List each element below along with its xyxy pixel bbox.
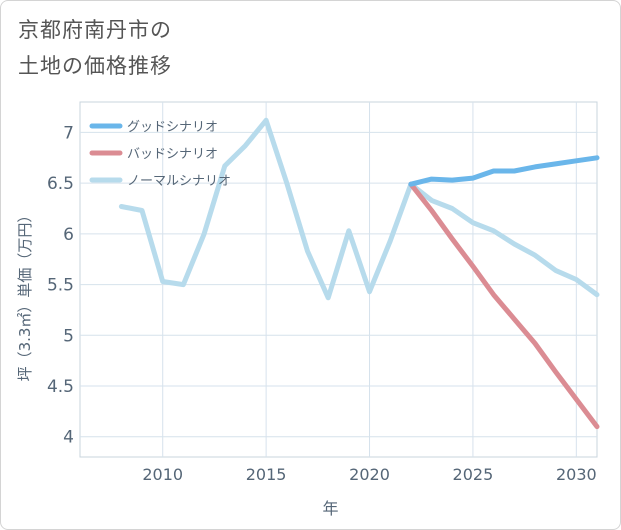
legend-label-1: バッドシナリオ: [127, 147, 218, 162]
x-tick-label: 2020: [349, 465, 390, 484]
x-tick-label: 2015: [246, 465, 287, 484]
y-tick-label: 5.5: [47, 276, 74, 296]
title-line-1: 京都府南丹市の: [18, 18, 172, 42]
plot-frame: [79, 101, 598, 458]
y-tick-label: 6: [63, 225, 74, 245]
series-line-1: [408, 181, 600, 430]
title-line-2: 土地の価格推移: [18, 54, 172, 78]
legend-label-2: ノーマルシナリオ: [127, 174, 231, 189]
x-tick-label: 2030: [556, 465, 597, 484]
x-axis-title: 年: [322, 499, 338, 518]
y-tick-label: 4.5: [47, 377, 74, 397]
legend-label-0: グッドシナリオ: [127, 120, 218, 135]
series-line-0: [408, 155, 600, 187]
y-axis-title: 坪（3.3㎡）単価（万円）: [16, 208, 34, 382]
x-tick-label: 2025: [453, 465, 494, 484]
y-tick-label: 7: [63, 123, 74, 143]
series-line-2: [118, 117, 600, 301]
y-tick-label: 6.5: [47, 174, 74, 194]
y-tick-label: 4: [63, 428, 74, 448]
y-tick-label: 5: [63, 326, 74, 346]
x-tick-label: 2010: [142, 465, 183, 484]
chart-title: 京都府南丹市の 土地の価格推移: [18, 12, 172, 84]
